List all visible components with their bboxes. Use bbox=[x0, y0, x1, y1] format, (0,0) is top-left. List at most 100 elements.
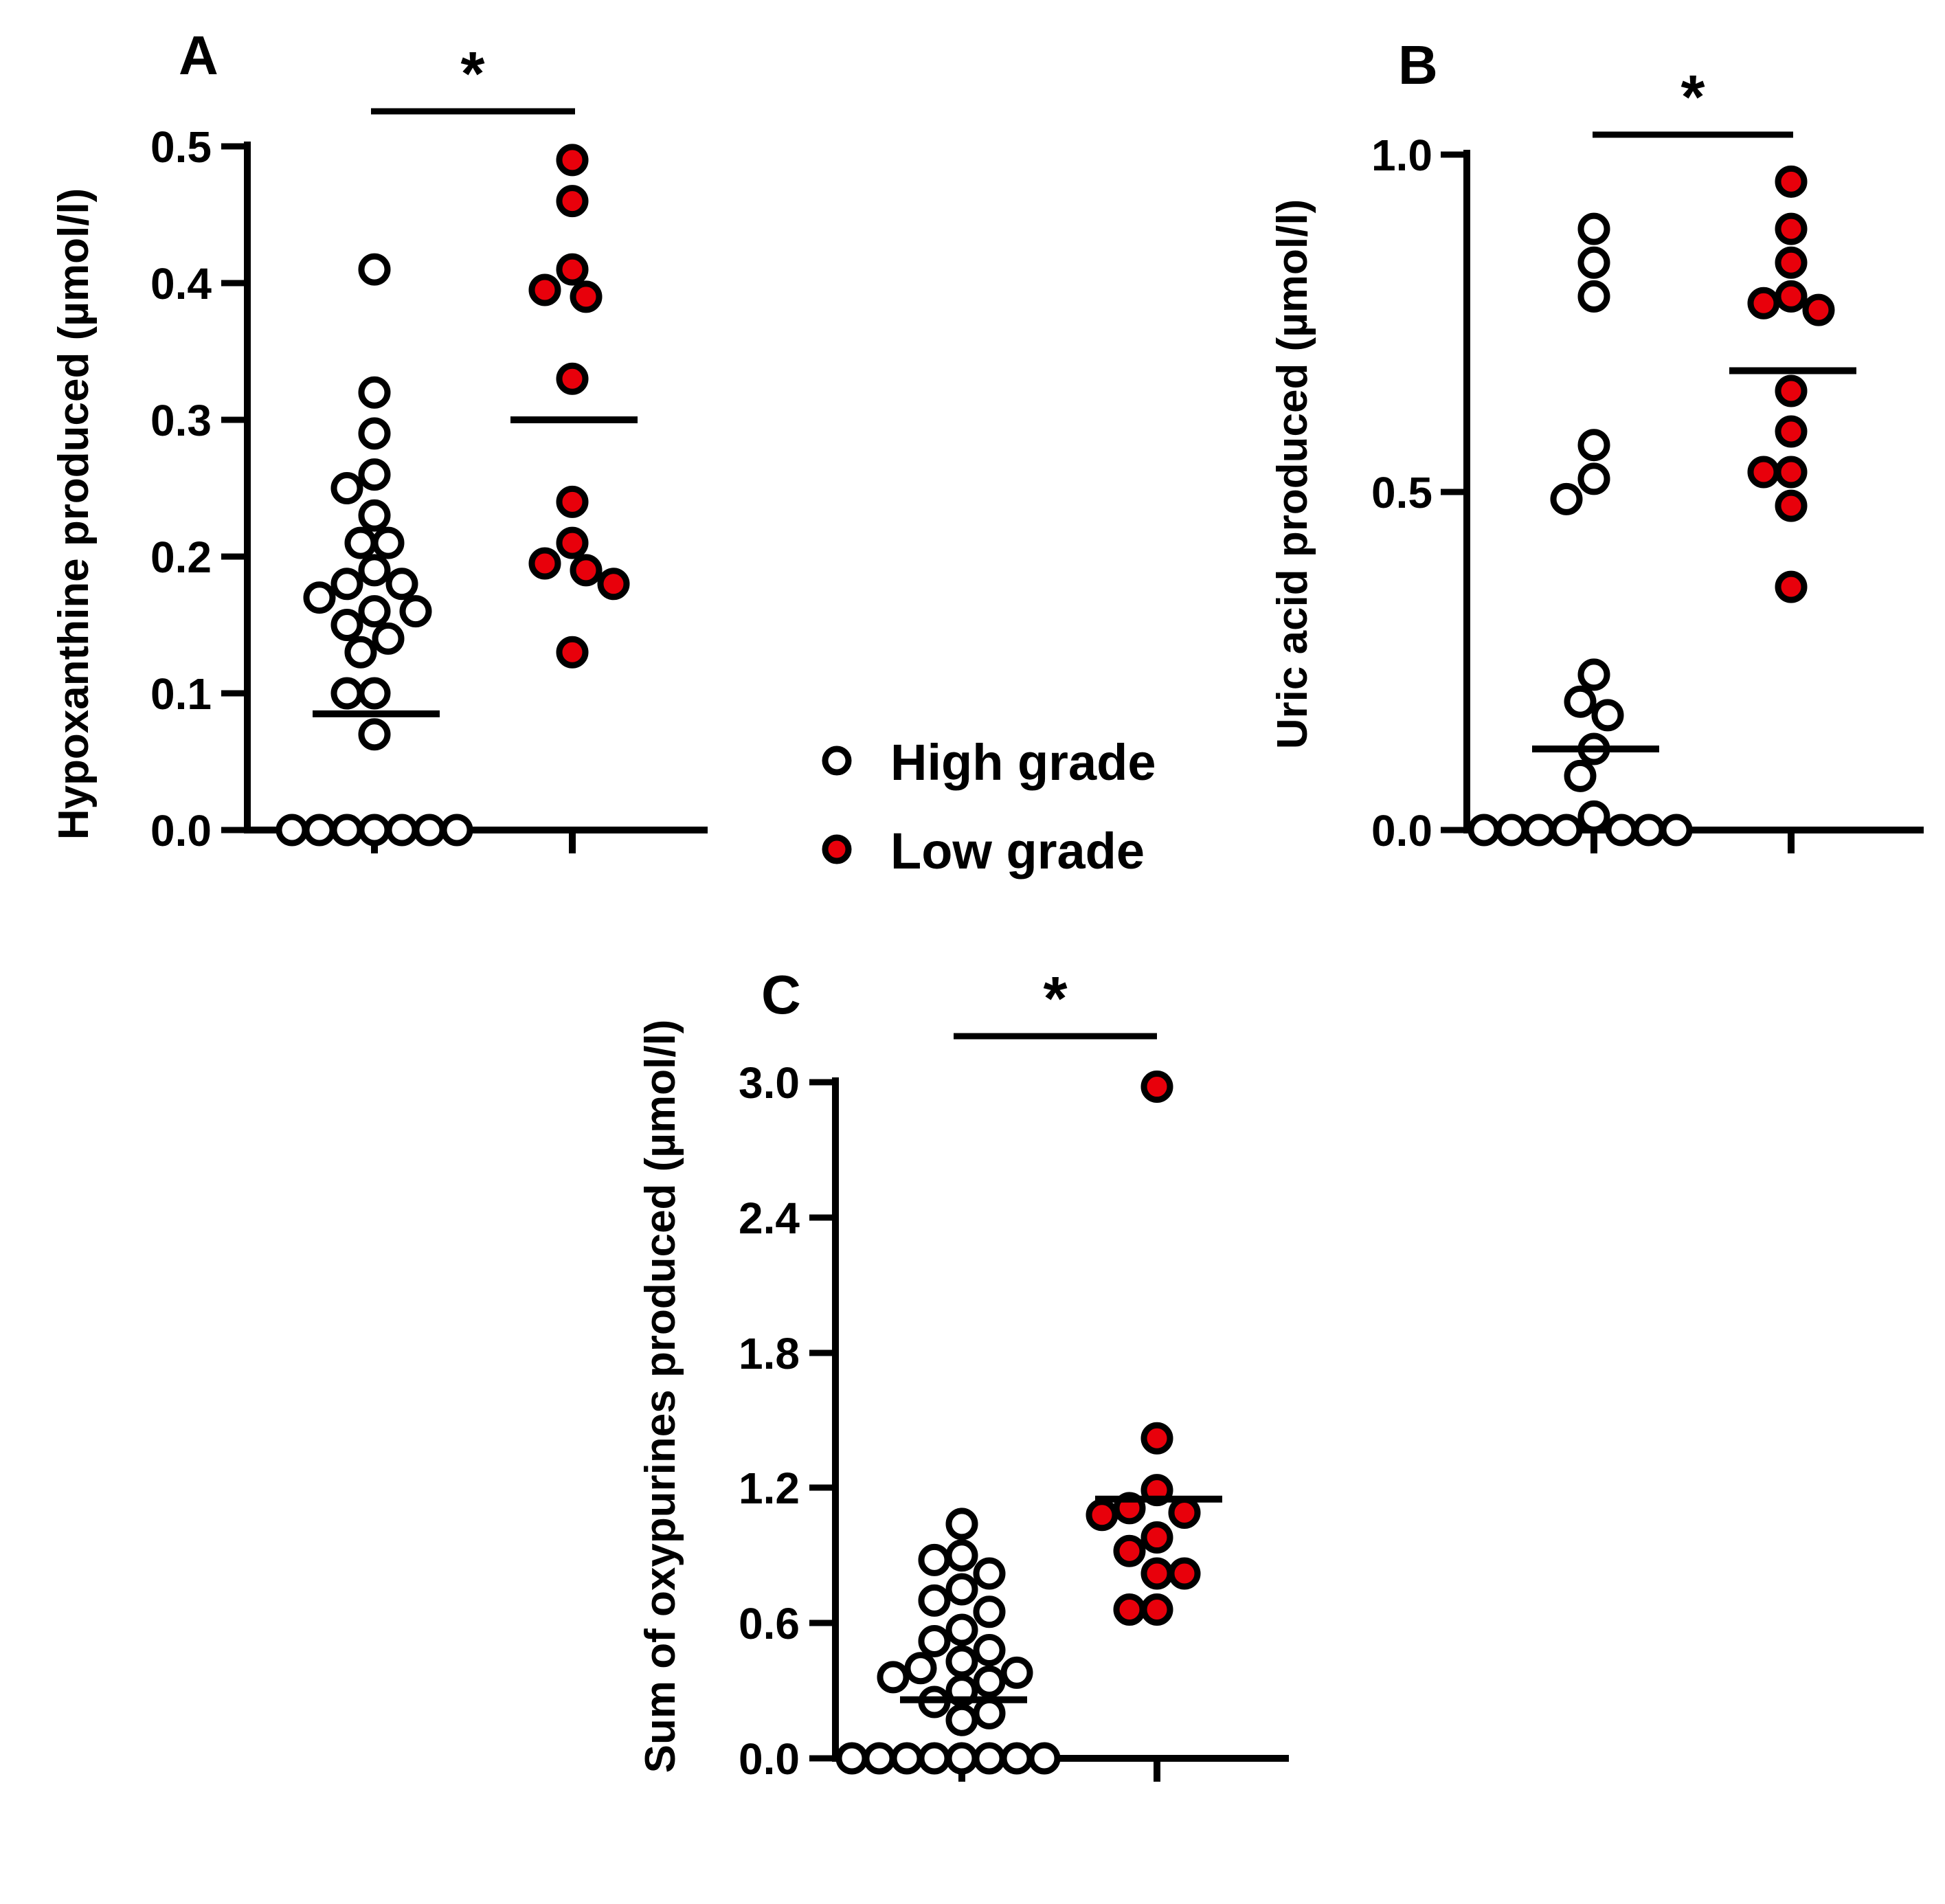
y-tick-label-0: 0.0 bbox=[150, 806, 212, 855]
data-point-low-grade bbox=[1113, 1534, 1146, 1567]
data-point-high-grade bbox=[877, 1661, 910, 1694]
data-point-low-grade bbox=[1775, 489, 1808, 522]
panel-a-y-axis-title: Hypoxanthine produced (µmol/l) bbox=[50, 188, 98, 840]
data-point-high-grade bbox=[945, 1645, 978, 1678]
panel-b-y-ticks bbox=[1441, 151, 1467, 833]
data-point-high-grade bbox=[440, 814, 473, 847]
data-point-low-grade bbox=[556, 636, 589, 669]
data-point-high-grade bbox=[1577, 462, 1610, 495]
data-point-high-grade bbox=[1577, 658, 1610, 691]
data-point-low-grade bbox=[556, 253, 589, 286]
data-point-low-grade bbox=[1168, 1557, 1201, 1590]
data-point-high-grade bbox=[835, 1742, 868, 1775]
y-tick-label-2: 1.0 bbox=[1371, 131, 1432, 180]
panel-c-y-tick-labels: 0.0 0.6 1.2 1.8 2.4 3.0 bbox=[739, 1058, 800, 1784]
data-point-high-grade bbox=[1605, 814, 1638, 847]
data-point-high-grade bbox=[945, 1613, 978, 1646]
data-point-high-grade bbox=[904, 1652, 937, 1685]
legend: High grade Low grade bbox=[822, 734, 1156, 880]
data-point-high-grade bbox=[1564, 759, 1597, 792]
data-point-low-grade bbox=[597, 568, 630, 601]
data-point-high-grade bbox=[945, 1742, 978, 1775]
data-point-high-grade bbox=[1577, 212, 1610, 245]
data-point-high-grade bbox=[303, 814, 336, 847]
y-tick-label-1: 0.5 bbox=[1371, 468, 1432, 517]
data-point-high-grade bbox=[358, 458, 391, 491]
panel-b-significance-star: * bbox=[1680, 63, 1705, 132]
y-tick-label-5: 0.5 bbox=[150, 122, 212, 172]
data-point-high-grade bbox=[330, 568, 363, 601]
data-point-low-grade bbox=[1140, 1593, 1173, 1626]
data-point-low-grade bbox=[1747, 456, 1780, 489]
data-point-low-grade bbox=[556, 144, 589, 177]
data-point-high-grade bbox=[918, 1742, 951, 1775]
data-point-high-grade bbox=[918, 1543, 951, 1576]
y-tick-label-5: 3.0 bbox=[739, 1058, 800, 1108]
panel-c-y-axis-title: Sum of oxypurines produced (µmol/l) bbox=[637, 1020, 684, 1773]
panel-a: A * Hypoxanthine produced (µmol/l) 0.0 0… bbox=[50, 25, 708, 855]
data-point-high-grade bbox=[1550, 482, 1583, 515]
data-point-low-grade bbox=[1775, 246, 1808, 279]
data-point-high-grade bbox=[372, 622, 405, 655]
data-point-high-grade bbox=[385, 568, 418, 601]
y-tick-label-0: 0.0 bbox=[739, 1734, 800, 1784]
data-point-low-grade bbox=[1140, 1422, 1173, 1455]
data-point-high-grade bbox=[413, 814, 446, 847]
data-point-high-grade bbox=[1632, 814, 1665, 847]
data-point-low-grade bbox=[1140, 1557, 1173, 1590]
data-point-low-grade bbox=[1775, 570, 1808, 603]
legend-low-grade-label: Low grade bbox=[890, 822, 1145, 880]
panel-b-data-points bbox=[1468, 165, 1856, 847]
data-point-high-grade bbox=[276, 814, 308, 847]
data-point-high-grade bbox=[358, 376, 391, 409]
data-point-low-grade bbox=[1747, 287, 1780, 320]
data-point-high-grade bbox=[1468, 814, 1500, 847]
data-point-high-grade bbox=[1577, 246, 1610, 279]
panel-a-significance-star: * bbox=[460, 40, 484, 109]
data-point-high-grade bbox=[945, 1703, 978, 1736]
data-point-high-grade bbox=[863, 1742, 896, 1775]
data-point-high-grade bbox=[358, 718, 391, 751]
panel-c-significance-star: * bbox=[1043, 965, 1067, 1033]
data-point-low-grade bbox=[1140, 1071, 1173, 1104]
data-point-low-grade bbox=[1775, 415, 1808, 448]
data-point-high-grade bbox=[358, 417, 391, 450]
data-point-high-grade bbox=[358, 595, 391, 628]
data-point-high-grade bbox=[1577, 429, 1610, 462]
data-point-high-grade bbox=[1564, 685, 1597, 718]
data-point-high-grade bbox=[385, 814, 418, 847]
data-point-high-grade bbox=[1591, 699, 1624, 732]
legend-high-grade-label: High grade bbox=[890, 734, 1156, 791]
data-point-high-grade bbox=[1577, 800, 1610, 833]
y-tick-label-2: 0.2 bbox=[150, 533, 212, 582]
data-point-low-grade bbox=[1140, 1521, 1173, 1554]
data-point-high-grade bbox=[303, 581, 336, 614]
data-point-high-grade bbox=[973, 1634, 1006, 1667]
data-point-high-grade bbox=[1522, 814, 1555, 847]
data-point-high-grade bbox=[358, 499, 391, 532]
data-point-high-grade bbox=[973, 1665, 1006, 1698]
data-point-high-grade bbox=[1028, 1742, 1061, 1775]
data-point-high-grade bbox=[358, 677, 391, 710]
data-point-low-grade bbox=[570, 280, 603, 313]
data-point-high-grade bbox=[1660, 814, 1693, 847]
panel-a-y-ticks bbox=[221, 143, 247, 833]
panel-b-y-tick-labels: 0.0 0.5 1.0 bbox=[1371, 131, 1432, 855]
data-point-low-grade bbox=[556, 362, 589, 395]
data-point-high-grade bbox=[973, 1742, 1006, 1775]
data-point-high-grade bbox=[945, 1573, 978, 1606]
data-point-low-grade bbox=[1086, 1499, 1118, 1532]
data-point-high-grade bbox=[344, 526, 377, 559]
y-tick-label-1: 0.6 bbox=[739, 1599, 800, 1648]
data-point-high-grade bbox=[1495, 814, 1528, 847]
data-point-low-grade bbox=[556, 185, 589, 218]
data-point-high-grade bbox=[1000, 1742, 1033, 1775]
panel-c-data-points bbox=[835, 1071, 1222, 1775]
y-tick-label-1: 0.1 bbox=[150, 669, 212, 719]
legend-high-grade-marker bbox=[822, 746, 852, 776]
legend-low-grade-marker bbox=[822, 834, 852, 864]
data-point-high-grade bbox=[330, 472, 363, 504]
panel-a-letter: A bbox=[179, 25, 218, 86]
panel-b-y-axis-title: Uric acid produced (µmol/l) bbox=[1269, 199, 1316, 750]
data-point-low-grade bbox=[1775, 212, 1808, 245]
